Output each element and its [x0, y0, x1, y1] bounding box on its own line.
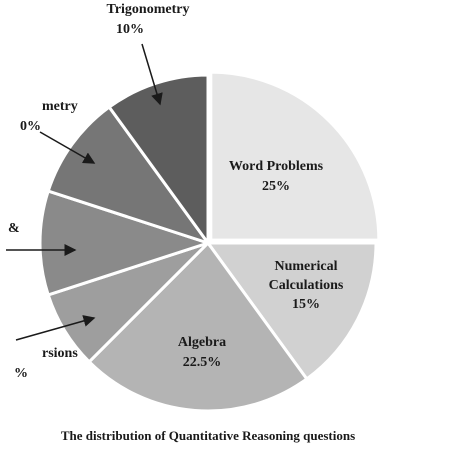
value-label: 0%	[20, 119, 41, 134]
pie-slice	[205, 241, 378, 382]
slice-label: metry	[42, 99, 78, 114]
pie-slice	[87, 240, 309, 413]
callout-arrows	[6, 43, 163, 341]
value-label: 22.5%	[183, 355, 222, 370]
pie-slice	[209, 70, 381, 242]
slice-label: Numerical Calculations	[269, 259, 344, 293]
pie-slice	[38, 189, 213, 297]
value-label: 25%	[262, 179, 290, 194]
arrow	[15, 315, 96, 341]
pie-slice	[107, 73, 210, 248]
slice-label: Trigonometry	[107, 2, 190, 17]
arrow	[141, 43, 163, 106]
arrow	[39, 131, 96, 164]
slice-label: Word Problems	[229, 159, 324, 174]
slice-label: rsions	[42, 346, 78, 361]
value-label: 15%	[292, 297, 320, 312]
value-label: 10%	[116, 22, 144, 37]
slice-label: &	[8, 221, 20, 236]
slice-label: Algebra	[178, 335, 226, 350]
value-label: %	[14, 366, 28, 381]
pie	[38, 70, 381, 413]
caption: The distribution of Quantitative Reasoni…	[61, 428, 355, 443]
pie-slice	[46, 104, 212, 246]
